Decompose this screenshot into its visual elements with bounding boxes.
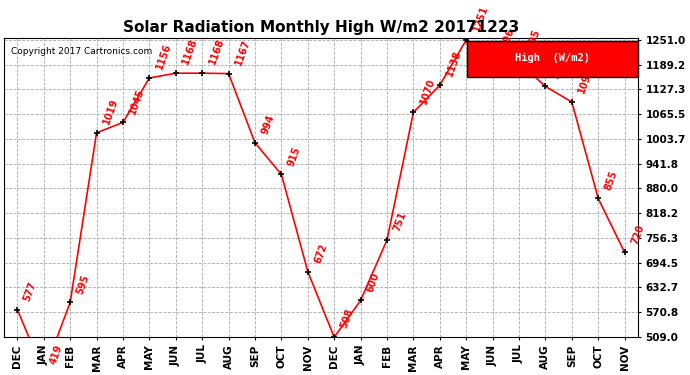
Text: 508: 508 bbox=[339, 308, 355, 330]
Text: 1156: 1156 bbox=[154, 42, 172, 71]
Text: 994: 994 bbox=[259, 113, 276, 136]
Text: 1251: 1251 bbox=[471, 4, 490, 33]
Text: 751: 751 bbox=[392, 210, 408, 233]
Text: 595: 595 bbox=[75, 273, 91, 295]
Text: 1196: 1196 bbox=[497, 26, 516, 55]
Text: 600: 600 bbox=[365, 271, 382, 293]
Text: 672: 672 bbox=[313, 242, 329, 264]
Text: Copyright 2017 Cartronics.com: Copyright 2017 Cartronics.com bbox=[10, 47, 152, 56]
Text: 1168: 1168 bbox=[207, 37, 226, 66]
Text: 1096: 1096 bbox=[577, 66, 595, 95]
Text: 1045: 1045 bbox=[128, 86, 146, 115]
Text: 1019: 1019 bbox=[101, 97, 120, 126]
Text: High  (W/m2): High (W/m2) bbox=[515, 53, 590, 63]
Text: 915: 915 bbox=[286, 145, 302, 167]
Text: 1195: 1195 bbox=[524, 26, 542, 55]
Text: 1135: 1135 bbox=[550, 50, 569, 79]
Text: 720: 720 bbox=[629, 223, 646, 245]
Text: 855: 855 bbox=[603, 169, 620, 191]
Text: 419: 419 bbox=[48, 343, 65, 366]
Text: 1168: 1168 bbox=[181, 37, 199, 66]
Text: 577: 577 bbox=[22, 280, 39, 302]
Text: 1070: 1070 bbox=[418, 76, 437, 105]
Text: 1138: 1138 bbox=[444, 49, 463, 78]
FancyBboxPatch shape bbox=[466, 41, 638, 77]
Title: Solar Radiation Monthly High W/m2 20171223: Solar Radiation Monthly High W/m2 201712… bbox=[123, 20, 519, 35]
Text: 1167: 1167 bbox=[233, 38, 252, 66]
